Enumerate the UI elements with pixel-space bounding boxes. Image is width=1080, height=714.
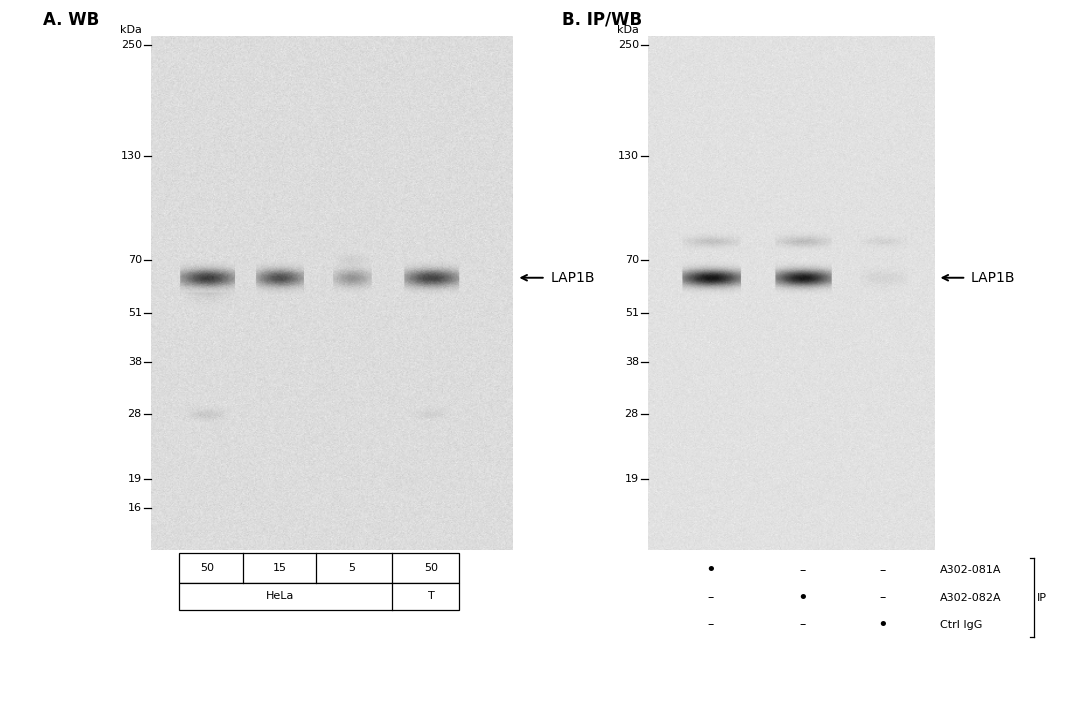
Text: kDa: kDa [120, 25, 141, 36]
Text: 50: 50 [424, 563, 438, 573]
Text: 19: 19 [127, 474, 141, 484]
Text: •: • [797, 588, 808, 607]
Text: 28: 28 [127, 408, 141, 419]
Text: 51: 51 [127, 308, 141, 318]
Text: –: – [879, 591, 886, 604]
Text: –: – [707, 591, 714, 604]
Text: 51: 51 [625, 308, 639, 318]
Text: 16: 16 [127, 503, 141, 513]
Text: B. IP/WB: B. IP/WB [562, 11, 642, 29]
Text: 130: 130 [121, 151, 141, 161]
Text: A302-082A: A302-082A [940, 593, 1001, 603]
Text: 15: 15 [272, 563, 286, 573]
Text: T: T [428, 591, 434, 601]
Text: •: • [705, 561, 716, 580]
Text: IP: IP [1037, 593, 1047, 603]
Text: A. WB: A. WB [43, 11, 99, 29]
Text: kDa: kDa [617, 25, 639, 36]
Text: –: – [799, 618, 806, 631]
Text: 19: 19 [624, 474, 639, 484]
Text: A302-081A: A302-081A [940, 565, 1001, 575]
Text: –: – [707, 618, 714, 631]
Text: –: – [879, 564, 886, 577]
Text: LAP1B: LAP1B [971, 271, 1015, 285]
Text: 250: 250 [618, 40, 639, 51]
Text: Ctrl IgG: Ctrl IgG [940, 620, 982, 630]
Text: HeLa: HeLa [266, 591, 294, 601]
Text: 38: 38 [624, 357, 639, 368]
Text: 70: 70 [127, 254, 141, 265]
Text: 28: 28 [624, 408, 639, 419]
Text: 250: 250 [121, 40, 141, 51]
Text: 38: 38 [127, 357, 141, 368]
Text: 50: 50 [200, 563, 214, 573]
Text: LAP1B: LAP1B [551, 271, 595, 285]
Text: –: – [799, 564, 806, 577]
Text: 70: 70 [624, 254, 639, 265]
Text: 5: 5 [349, 563, 355, 573]
Text: 130: 130 [618, 151, 639, 161]
Text: •: • [877, 615, 888, 634]
